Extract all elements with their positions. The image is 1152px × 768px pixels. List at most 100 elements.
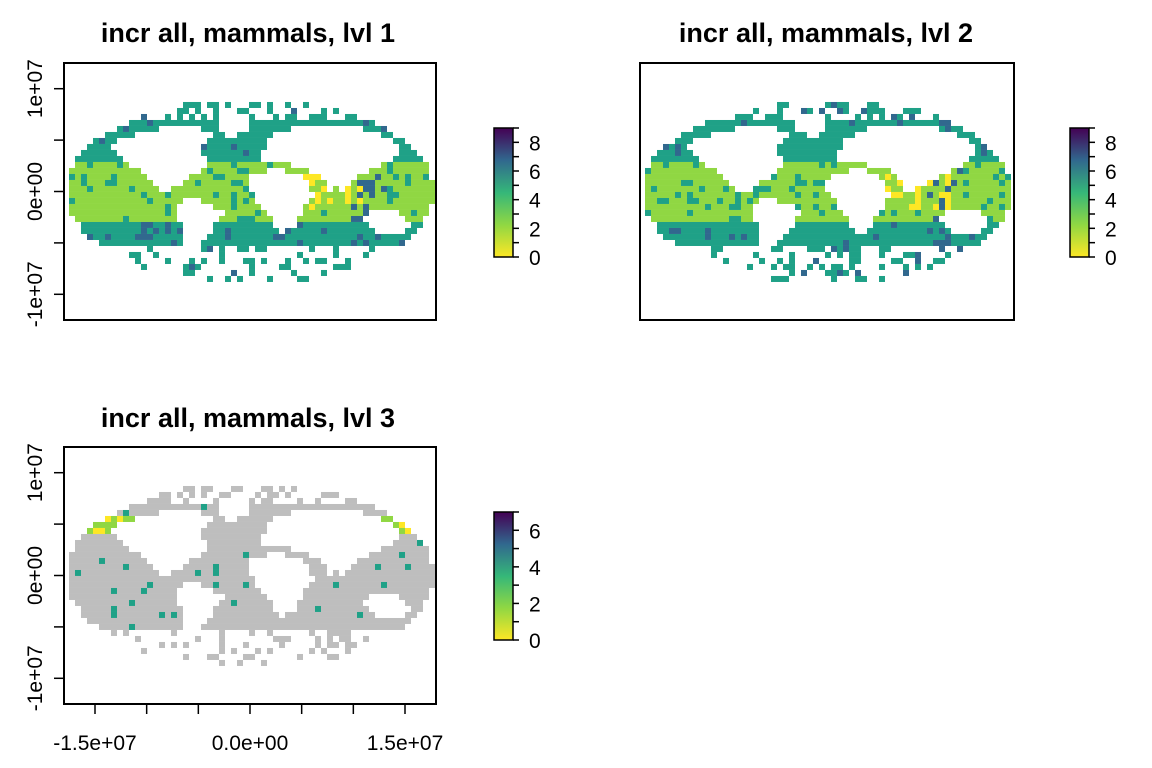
raster-cell xyxy=(411,227,417,234)
raster-cell xyxy=(189,113,195,120)
raster-cell xyxy=(279,239,285,246)
raster-cell xyxy=(285,125,291,132)
raster-cell xyxy=(201,185,207,192)
raster-cell xyxy=(963,161,969,168)
raster-cell xyxy=(231,593,237,600)
raster-cell xyxy=(867,233,873,240)
raster-cell xyxy=(351,617,357,624)
raster-cell xyxy=(681,143,687,150)
raster-cell xyxy=(309,581,315,588)
raster-cell xyxy=(135,227,141,234)
raster-cell xyxy=(849,125,855,132)
raster-cell xyxy=(141,605,147,612)
raster-cell xyxy=(663,203,669,210)
raster-cell xyxy=(693,155,699,162)
raster-cell xyxy=(765,179,771,186)
raster-cell xyxy=(99,179,105,186)
raster-cell xyxy=(849,119,855,126)
raster-cell xyxy=(87,209,93,216)
raster-cell xyxy=(675,209,681,216)
raster-cell xyxy=(255,491,261,498)
raster-cell xyxy=(261,551,267,558)
raster-cell xyxy=(291,611,297,618)
raster-cell xyxy=(795,131,801,138)
raster-cell xyxy=(261,209,267,216)
raster-cell xyxy=(285,167,291,174)
raster-cell xyxy=(309,647,315,654)
raster-cell xyxy=(417,197,423,204)
raster-cell xyxy=(705,167,711,174)
raster-cell xyxy=(87,581,93,588)
raster-cell xyxy=(153,215,159,222)
raster-cell xyxy=(315,575,321,582)
raster-cell xyxy=(735,203,741,210)
raster-cell xyxy=(333,215,339,222)
raster-cell xyxy=(129,593,135,600)
raster-cell xyxy=(207,167,213,174)
raster-cell xyxy=(249,611,255,618)
raster-cell xyxy=(729,125,735,132)
raster-cell xyxy=(393,551,399,558)
x-tick-label: 0.0e+00 xyxy=(212,732,289,755)
raster-cell xyxy=(867,119,873,126)
raster-cell xyxy=(201,623,207,630)
raster-cell xyxy=(201,533,207,540)
raster-cell xyxy=(771,185,777,192)
raster-cell xyxy=(333,569,339,576)
raster-cell xyxy=(297,497,303,504)
raster-cell xyxy=(129,605,135,612)
raster-cell xyxy=(363,503,369,510)
raster-cell xyxy=(99,221,105,228)
raster-cell xyxy=(699,209,705,216)
raster-cell xyxy=(159,227,165,234)
raster-cell xyxy=(309,113,315,120)
raster-cell xyxy=(249,263,255,270)
raster-cell xyxy=(339,197,345,204)
raster-cell xyxy=(231,527,237,534)
raster-cell xyxy=(399,533,405,540)
raster-cell xyxy=(237,245,243,252)
raster-cell xyxy=(279,545,285,552)
raster-cell xyxy=(723,227,729,234)
raster-cell xyxy=(747,233,753,240)
raster-cell xyxy=(381,167,387,174)
raster-cell xyxy=(399,239,405,246)
raster-cell xyxy=(201,173,207,180)
raster-cell xyxy=(99,611,105,618)
raster-cell xyxy=(249,131,255,138)
raster-cell xyxy=(681,197,687,204)
raster-cell xyxy=(411,149,417,156)
raster-cell xyxy=(255,599,261,606)
raster-cell xyxy=(243,521,249,528)
raster-cell xyxy=(381,563,387,570)
raster-cell xyxy=(993,173,999,180)
raster-cell xyxy=(345,629,351,636)
raster-cell xyxy=(225,557,231,564)
raster-cell xyxy=(105,623,111,630)
raster-cell xyxy=(243,137,249,144)
raster-cell xyxy=(975,191,981,198)
raster-cell xyxy=(705,239,711,246)
raster-cell xyxy=(117,161,123,168)
raster-cell xyxy=(213,167,219,174)
raster-cell xyxy=(801,167,807,174)
raster-cell xyxy=(393,623,399,630)
raster-cell xyxy=(765,185,771,192)
raster-cell xyxy=(267,545,273,552)
raster-cell xyxy=(675,149,681,156)
raster-cell xyxy=(327,581,333,588)
raster-cell xyxy=(309,197,315,204)
raster-cell xyxy=(777,101,783,108)
raster-cell xyxy=(393,203,399,210)
raster-cell xyxy=(201,119,207,126)
raster-cell xyxy=(411,185,417,192)
raster-cell xyxy=(723,239,729,246)
raster-cell xyxy=(381,551,387,558)
raster-cell xyxy=(675,137,681,144)
raster-cell xyxy=(99,521,105,528)
raster-cell xyxy=(81,161,87,168)
raster-cell xyxy=(963,131,969,138)
raster-cell xyxy=(345,239,351,246)
raster-cell xyxy=(255,233,261,240)
raster-cell xyxy=(795,149,801,156)
